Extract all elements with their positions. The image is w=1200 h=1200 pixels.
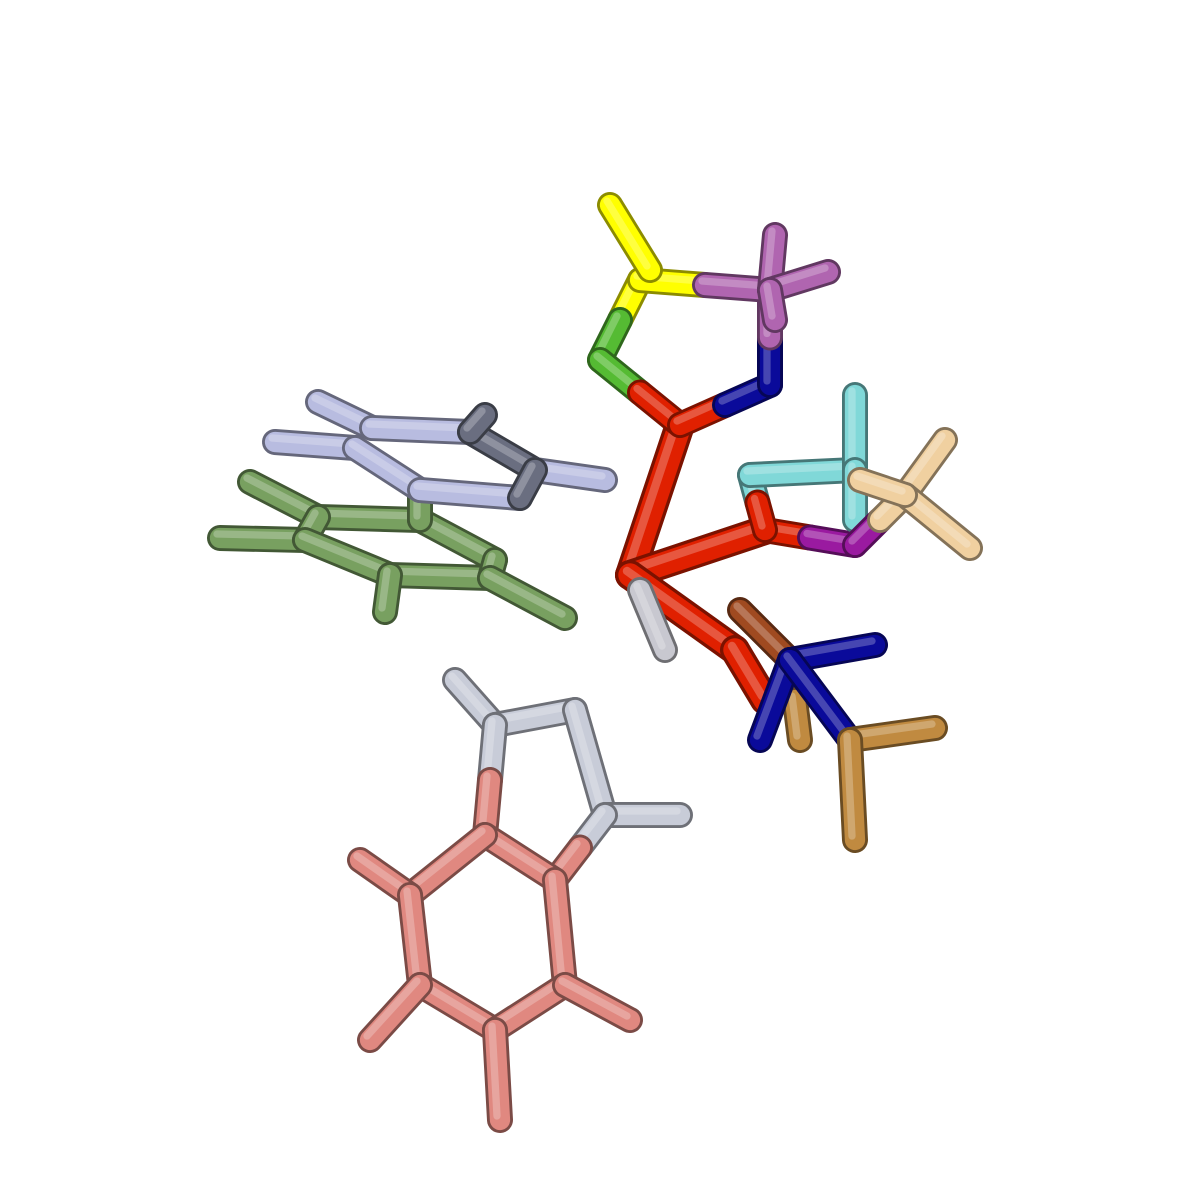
mag-3	[757, 277, 788, 333]
green-bond-7	[377, 562, 503, 591]
backbone-1	[615, 410, 695, 590]
ind-10	[397, 882, 433, 998]
ind-3	[562, 697, 618, 828]
green-bond-9	[477, 565, 578, 631]
ind-8	[397, 822, 498, 908]
cw-2-b	[744, 489, 778, 543]
ind-14	[482, 972, 578, 1043]
ind-13	[357, 972, 433, 1053]
lav-bond-9	[457, 402, 498, 445]
bond-layer	[207, 192, 983, 1133]
green-bond-3	[305, 504, 433, 533]
bo-5	[777, 647, 863, 753]
bo-2-b	[782, 687, 813, 753]
backbone-2	[615, 515, 780, 590]
backbone-4	[720, 635, 780, 715]
yellow-methyl	[597, 192, 663, 283]
cw-3	[737, 457, 868, 488]
green-bond-5	[292, 527, 403, 588]
ind-16	[482, 1017, 513, 1133]
lav-bond-8	[507, 457, 548, 511]
green-bond-1	[207, 525, 318, 553]
backbone-h	[627, 577, 678, 663]
green-bond-10	[372, 562, 403, 625]
ind-15	[552, 972, 643, 1033]
lav-bond-3	[359, 415, 483, 445]
cw-9	[847, 467, 918, 508]
bo-7	[837, 727, 868, 853]
lav-bond-6	[407, 477, 533, 511]
lav-bond-2	[262, 429, 368, 461]
ind-11	[542, 867, 578, 998]
